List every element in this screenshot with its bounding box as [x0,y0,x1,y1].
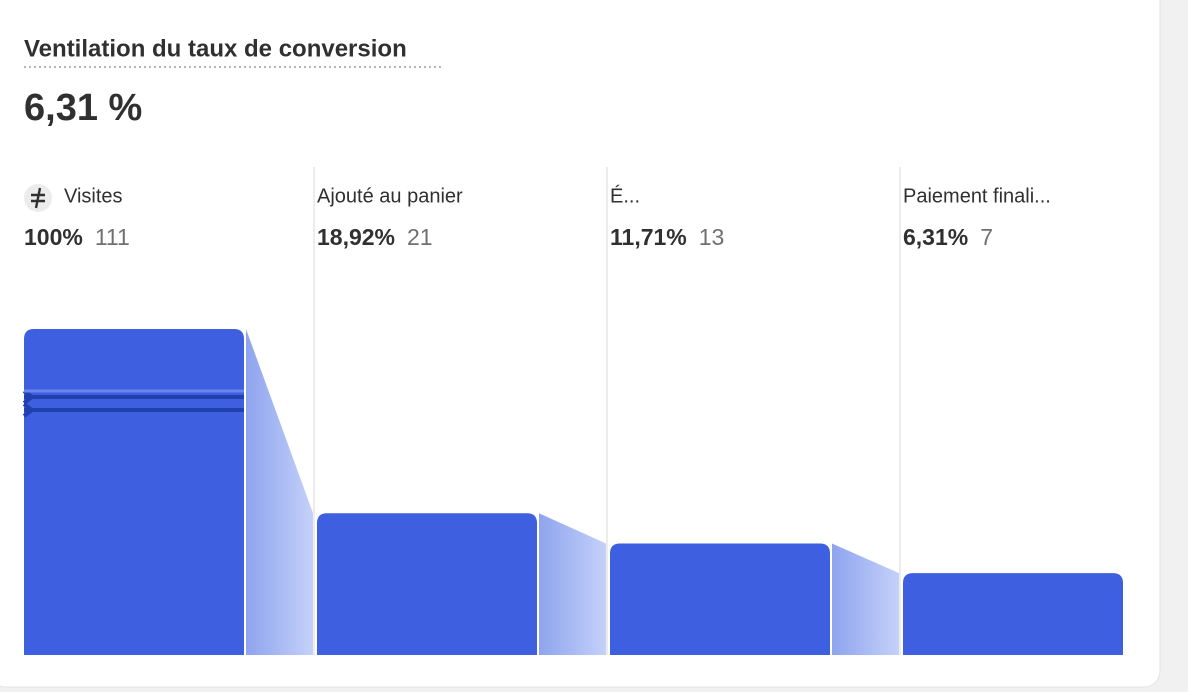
visits-icon [24,184,52,212]
bar [24,329,244,655]
step-percent: 18,92% [317,224,395,250]
step-label: É... [610,184,640,207]
connector [246,329,313,655]
step-label: Ajouté au panier [317,185,463,207]
bar [317,513,537,655]
step-count: 21 [407,224,433,250]
bar [903,573,1123,655]
step-count: 13 [699,224,725,250]
step-percent: 6,31% [903,224,968,250]
bar [610,543,830,655]
break-line [22,389,244,405]
chart-title[interactable]: Ventilation du taux de conversion [24,35,407,62]
step-count: 111 [95,224,130,250]
headline: 6,31 % [24,87,142,129]
step-count: 7 [980,224,993,250]
break-line [22,402,244,418]
step-label: Paiement finali... [903,185,1051,207]
connector [832,543,899,655]
connector [539,513,606,655]
step-percent: 11,71% [610,224,687,250]
axis-break [22,389,244,418]
step-label: Visites [64,185,123,207]
step-percent: 100% [24,224,83,250]
